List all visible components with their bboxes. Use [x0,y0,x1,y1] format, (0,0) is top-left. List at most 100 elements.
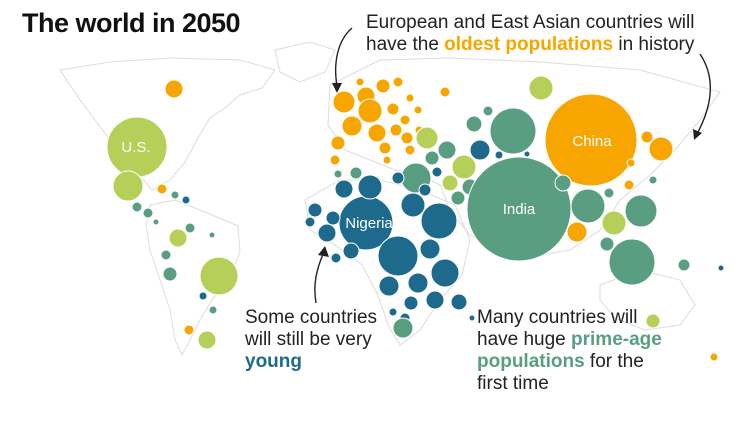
bubble [355,77,365,87]
bubble [419,238,441,260]
bubble [377,235,419,277]
bubble [431,166,443,178]
annotation-prime: Many countries will have huge prime-age … [477,307,697,395]
bubble [391,171,405,185]
bubble [554,174,572,192]
country-labels: U.S. China India Nigeria [121,133,612,232]
bubble [317,223,337,243]
bubble [307,202,323,218]
bubble [599,236,615,252]
bubble [341,115,363,137]
arrow-to-east-asia-head [693,129,702,140]
bubble [325,210,341,226]
bubble [494,150,504,160]
bubble [183,324,195,336]
bubble [184,222,196,234]
annotation-young-line2: will still be very [245,329,372,350]
land-australia [599,269,696,331]
annotation-young-highlight: young [245,351,302,372]
arrow-to-africa [314,251,325,304]
bubble [349,166,363,180]
bubble [648,175,658,185]
bubble [367,123,387,143]
bubble [566,221,588,243]
label-india: India [503,201,536,218]
bubble [131,201,143,213]
land-north-america [59,57,276,191]
bubble [415,126,439,150]
arrow-to-europe [334,27,353,87]
bubble [330,252,342,264]
bubble [424,150,440,166]
land-greenland [274,41,336,83]
annotation-prime-post: for the [584,351,644,372]
bubble [528,75,554,101]
bubble [389,123,403,137]
bubble [168,228,188,248]
bubble [413,105,423,115]
bubble [450,293,468,311]
bubble [407,272,429,294]
bubble [523,150,531,158]
bubble [378,141,392,155]
bubble [342,242,360,260]
bubble [334,179,354,199]
annotation-young: Some countries will still be very young [245,307,395,373]
bubble [677,258,691,272]
annotation-prime-line3: populations for the [477,351,697,373]
bubble [624,194,658,228]
bubble [197,330,217,350]
bubble [332,90,356,114]
bubble [330,135,346,151]
bubble [717,264,725,272]
annotation-oldest-post: in history [613,34,695,55]
page-title: The world in 2050 [22,8,241,38]
bubble [441,174,459,192]
annotation-young-line1: Some countries [245,307,378,328]
annotation-oldest-highlight: oldest populations [444,34,614,55]
bubble [450,190,466,206]
bubble [333,169,343,179]
bubble [399,114,411,126]
bubble [208,305,218,315]
bubble [626,158,636,168]
bubble-china [544,93,638,187]
region-arrows [314,27,711,304]
annotation-oldest: European and East Asian countries will h… [366,12,726,56]
bubble [329,154,341,166]
bubble [405,93,415,103]
bubble [608,238,656,286]
bubble [375,78,391,94]
bubble [709,352,719,362]
bubble [489,107,537,155]
bubble [601,210,627,236]
bubble [430,258,460,288]
bubble [420,202,458,240]
bubble [162,266,178,282]
land-south-america [145,199,241,357]
arrow-to-africa-head [318,246,329,257]
bubble [170,190,180,200]
bubble [645,313,661,329]
bubble [418,183,432,197]
bubble [465,115,483,133]
bubble [142,207,154,219]
bubble [403,295,419,311]
bubble [400,131,414,145]
annotation-oldest-line2: have the oldest populations in history [366,34,726,56]
bubble [469,139,491,161]
annotation-oldest-pre: have the [366,34,445,55]
bubble [603,187,615,199]
annotation-prime-pre: have huge [477,329,572,350]
annotation-prime-highlight-1: prime-age [571,329,662,350]
label-us: U.S. [121,139,150,156]
bubble [304,216,316,228]
bubble [400,192,426,218]
bubble [451,154,477,180]
bubble [208,231,216,239]
bubble [437,140,457,160]
bubble [357,98,383,124]
bubble [382,155,392,165]
